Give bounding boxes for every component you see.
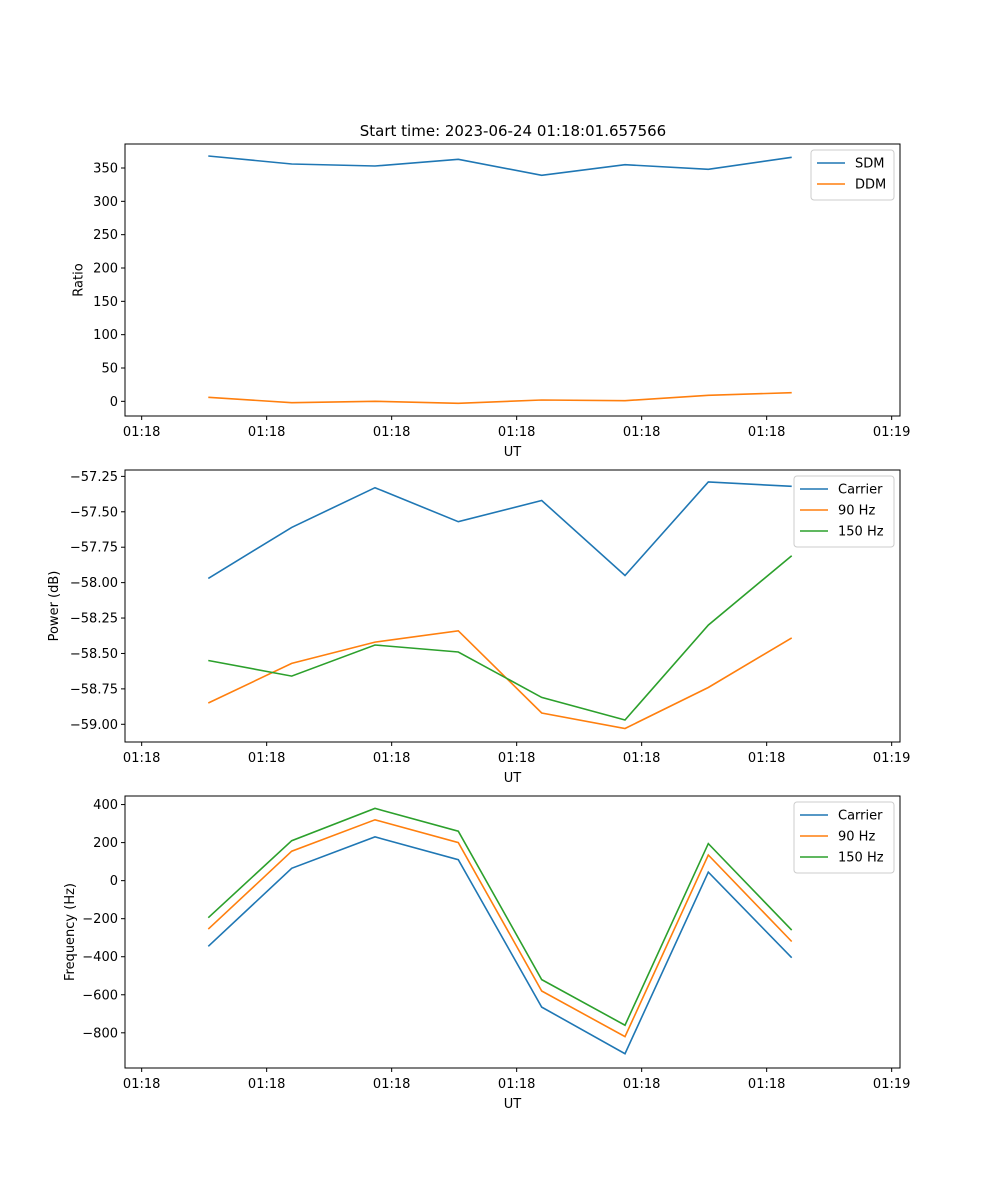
y-tick-label: −58.75 (70, 682, 118, 697)
y-axis-label: Frequency (Hz) (63, 883, 78, 981)
legend-label: Carrier (838, 483, 883, 498)
legend-label: 90 Hz (838, 830, 875, 845)
series-line-sdm (208, 156, 791, 175)
y-tick-label: 50 (101, 362, 118, 377)
legend: Carrier 90 Hz 150 Hz (794, 476, 894, 547)
legend-label: SDM (855, 157, 884, 172)
y-tick-label: 0 (110, 395, 118, 410)
y-tick-label: 200 (93, 262, 118, 277)
y-tick-label: 100 (93, 328, 118, 343)
y-tick-label: −59.00 (70, 718, 118, 733)
y-tick-label: 250 (93, 228, 118, 243)
series-line-carrier (208, 482, 791, 578)
x-tick-label: 01:18 (248, 751, 285, 766)
y-tick-label: 0 (110, 874, 118, 889)
x-axis-label: UT (504, 771, 522, 786)
series-line-150-hz (208, 556, 791, 720)
plot-area (125, 144, 900, 416)
x-tick-label: 01:18 (373, 1077, 410, 1092)
x-tick-label: 01:18 (748, 425, 785, 440)
x-tick-label: 01:18 (248, 1077, 285, 1092)
y-tick-label: 150 (93, 295, 118, 310)
x-tick-label: 01:18 (123, 751, 160, 766)
x-tick-label: 01:18 (123, 1077, 160, 1092)
x-tick-label: 01:18 (123, 425, 160, 440)
chart-panel-1: 01:18 01:18 01:18 01:18 01:18 01:18 01:19 0 50 10… (71, 144, 910, 460)
x-tick-label: 01:18 (748, 751, 785, 766)
y-tick-label: −58.50 (70, 647, 118, 662)
legend: SDM DDM (811, 150, 894, 200)
series-line-90-hz (208, 631, 791, 729)
x-axis-label: UT (504, 445, 522, 460)
x-tick-label: 01:18 (373, 751, 410, 766)
y-tick-label: −800 (82, 1026, 118, 1041)
y-tick-label: −58.25 (70, 612, 118, 627)
y-tick-label: −400 (82, 950, 118, 965)
y-tick-label: 350 (93, 162, 118, 177)
y-axis-label: Ratio (71, 263, 86, 296)
figure-title: Start time: 2023-06-24 01:18:01.657566 (360, 122, 666, 140)
y-tick-label: 400 (93, 798, 118, 813)
x-tick-label: 01:18 (748, 1077, 785, 1092)
y-tick-label: −600 (82, 988, 118, 1003)
x-tick-label: 01:19 (873, 425, 910, 440)
plot-area (125, 470, 900, 742)
series-line-ddm (208, 393, 791, 404)
x-tick-label: 01:19 (873, 1077, 910, 1092)
x-tick-label: 01:18 (498, 751, 535, 766)
x-tick-label: 01:18 (623, 751, 660, 766)
x-tick-label: 01:18 (498, 1077, 535, 1092)
panels: 01:18 01:18 01:18 01:18 01:18 01:18 01:19 0 50 10… (47, 144, 911, 1112)
x-tick-label: 01:18 (498, 425, 535, 440)
y-tick-label: −58.00 (70, 576, 118, 591)
x-tick-label: 01:18 (373, 425, 410, 440)
legend-label: 150 Hz (838, 525, 884, 540)
x-tick-label: 01:18 (248, 425, 285, 440)
x-axis-label: UT (504, 1097, 522, 1112)
y-tick-label: 300 (93, 195, 118, 210)
y-tick-label: −57.25 (70, 470, 118, 485)
x-tick-label: 01:19 (873, 751, 910, 766)
chart-panel-2: 01:18 01:18 01:18 01:18 01:18 01:18 01:19 −59.0… (47, 470, 911, 786)
y-axis-label: Power (dB) (47, 571, 62, 642)
legend-label: Carrier (838, 809, 883, 824)
series-line-carrier (208, 837, 791, 1054)
legend-label: 90 Hz (838, 504, 875, 519)
legend-label: 150 Hz (838, 851, 884, 866)
legend: Carrier 90 Hz 150 Hz (794, 802, 894, 873)
y-tick-label: −57.50 (70, 505, 118, 520)
chart-panel-3: 01:18 01:18 01:18 01:18 01:18 01:18 01:19 −800 −… (63, 796, 910, 1112)
y-tick-label: −57.75 (70, 541, 118, 556)
y-tick-label: −200 (82, 912, 118, 927)
legend-label: DDM (855, 178, 886, 193)
plot-area (125, 796, 900, 1068)
x-tick-label: 01:18 (623, 425, 660, 440)
x-tick-label: 01:18 (623, 1077, 660, 1092)
y-tick-label: 200 (93, 836, 118, 851)
